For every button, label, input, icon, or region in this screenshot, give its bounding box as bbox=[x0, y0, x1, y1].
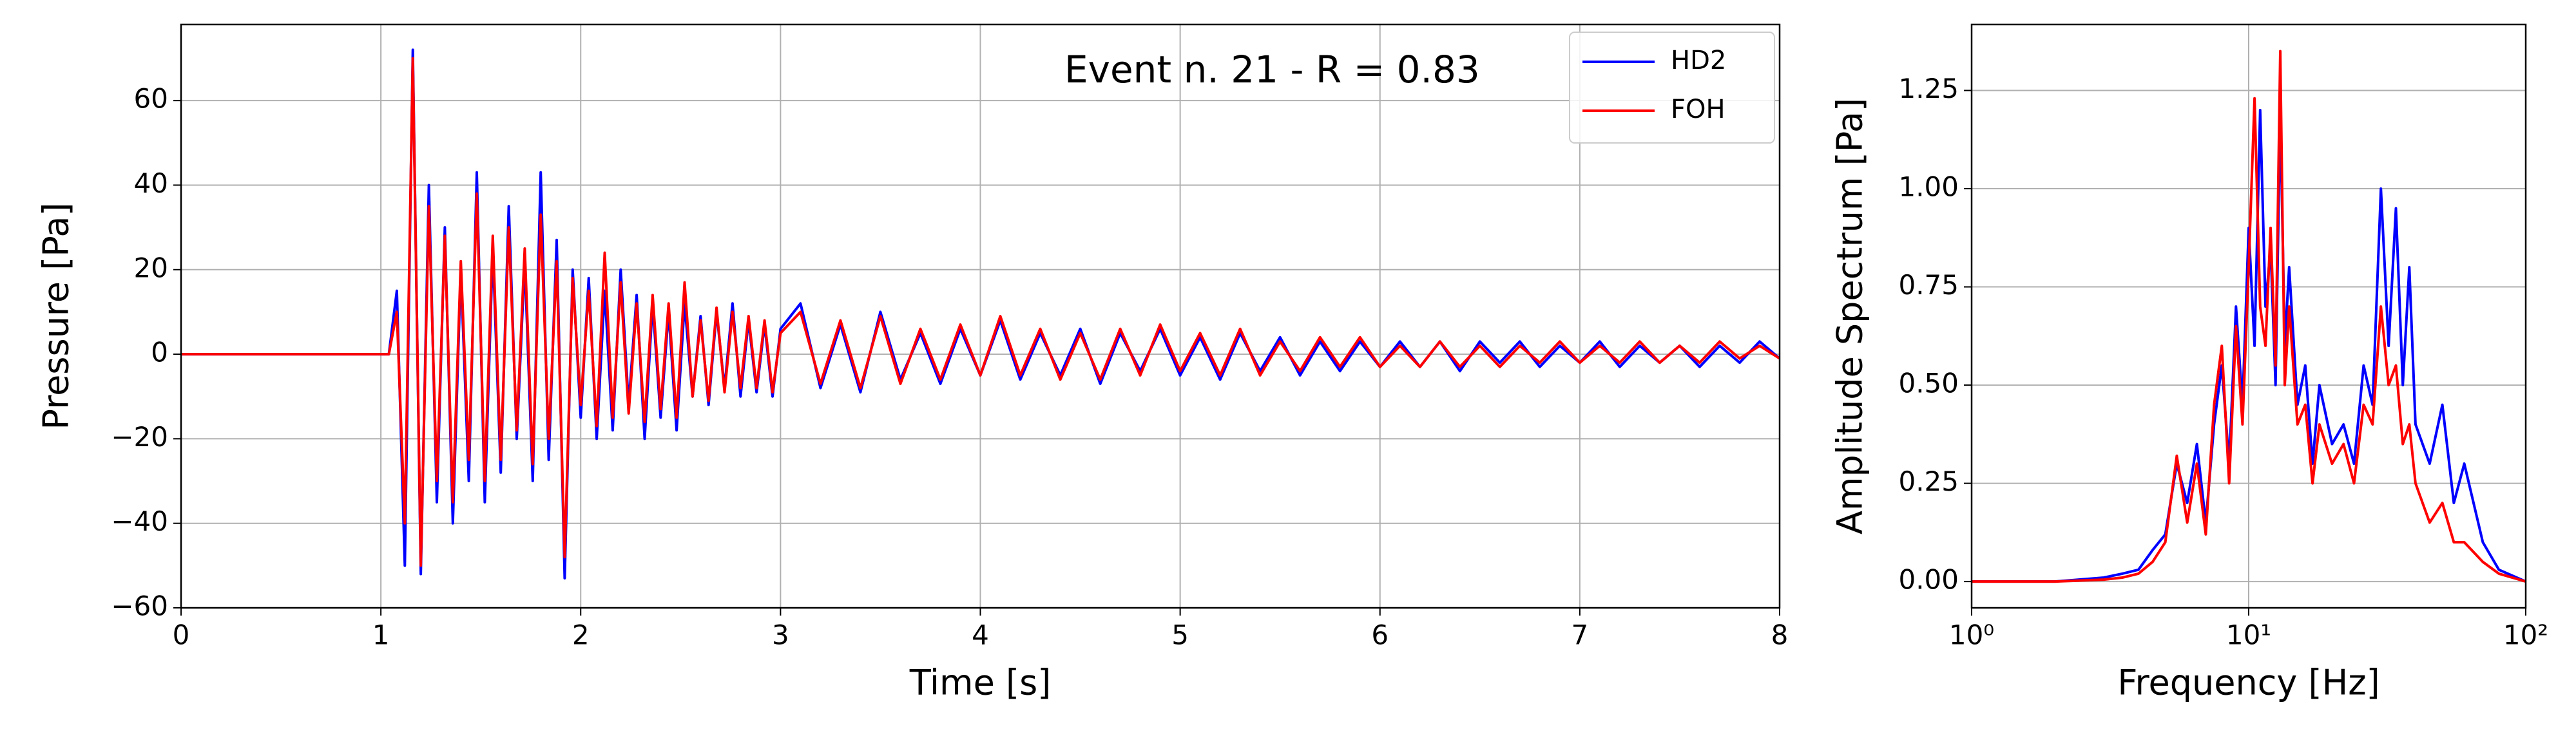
x-axis-label: Time [s] bbox=[909, 663, 1052, 703]
y-tick-label: 60 bbox=[134, 83, 168, 115]
y-tick-label: −60 bbox=[111, 590, 168, 622]
y-axis-label: Amplitude Spectrum [Pa] bbox=[1830, 98, 1870, 534]
y-tick-label: 0 bbox=[151, 337, 168, 368]
y-tick-label: 1.25 bbox=[1898, 73, 1959, 104]
y-tick-label: 0.00 bbox=[1898, 564, 1959, 596]
x-axis-label: Frequency [Hz] bbox=[2117, 663, 2379, 703]
data-line bbox=[1972, 50, 2526, 583]
y-tick-label: 0.50 bbox=[1898, 368, 1959, 399]
x-tick-label: 10² bbox=[2503, 619, 2548, 651]
x-tick-label: 0 bbox=[173, 619, 190, 651]
x-tick-label: 10⁰ bbox=[1949, 619, 1994, 651]
x-tick-label: 7 bbox=[1572, 619, 1589, 651]
plot-area bbox=[181, 48, 1780, 580]
y-tick-label: −20 bbox=[111, 421, 168, 453]
y-tick-label: 1.00 bbox=[1898, 171, 1959, 203]
x-tick-label: 4 bbox=[972, 619, 989, 651]
plot-area bbox=[1972, 50, 2526, 583]
legend-label: HD2 bbox=[1671, 46, 1726, 75]
chart-title: Event n. 21 - R = 0.83 bbox=[1064, 48, 1480, 91]
x-tick-label: 8 bbox=[1771, 619, 1789, 651]
x-tick-label: 5 bbox=[1171, 619, 1189, 651]
axes-frame bbox=[1970, 23, 2527, 609]
x-tick-label: 3 bbox=[772, 619, 789, 651]
y-axis-label: Pressure [Pa] bbox=[36, 202, 77, 429]
axes-frame bbox=[180, 23, 1781, 609]
legend-box bbox=[1569, 32, 1775, 144]
y-tick-label: −40 bbox=[111, 505, 168, 537]
legend-label: FOH bbox=[1671, 95, 1725, 124]
y-tick-label: 20 bbox=[134, 252, 168, 283]
x-tick-label: 10¹ bbox=[2226, 619, 2271, 651]
data-line bbox=[181, 57, 1780, 567]
y-tick-label: 0.75 bbox=[1898, 269, 1959, 301]
x-tick-label: 6 bbox=[1371, 619, 1389, 651]
y-tick-label: 40 bbox=[134, 167, 168, 199]
x-tick-label: 1 bbox=[372, 619, 390, 651]
y-tick-label: 0.25 bbox=[1898, 466, 1959, 497]
x-tick-label: 2 bbox=[572, 619, 590, 651]
